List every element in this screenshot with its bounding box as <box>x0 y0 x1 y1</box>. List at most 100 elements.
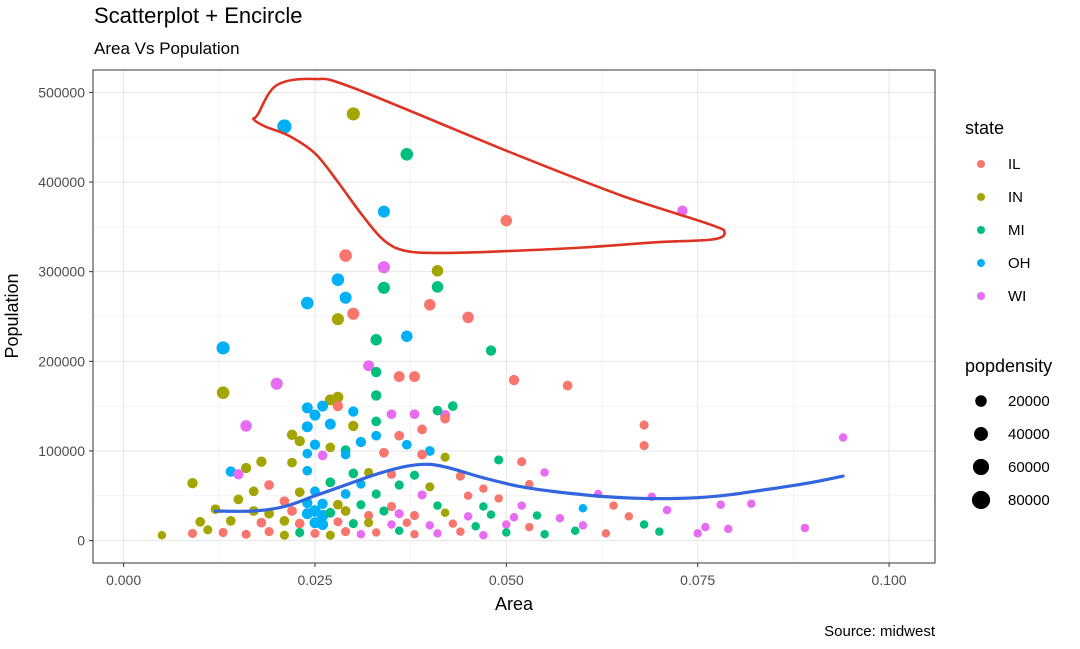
data-point <box>371 416 382 427</box>
data-point <box>433 501 442 510</box>
data-point <box>609 501 618 510</box>
data-point <box>655 527 664 536</box>
legend-size-key <box>975 395 987 407</box>
data-point <box>325 507 336 518</box>
data-point <box>379 506 389 516</box>
data-point <box>225 516 236 526</box>
legend-size-key <box>974 427 988 441</box>
data-point <box>301 421 313 433</box>
data-point <box>500 214 513 227</box>
legend-size-label: 60000 <box>1008 459 1050 476</box>
legend-size-label: 40000 <box>1008 426 1050 443</box>
legend: state IL IN MI OH WI popdensity 20000 40000 60… <box>965 118 1052 510</box>
data-point <box>502 520 511 529</box>
data-point <box>400 148 414 161</box>
data-point <box>394 480 404 490</box>
data-point <box>562 380 573 391</box>
data-point <box>479 530 488 540</box>
data-point <box>456 527 465 536</box>
data-point <box>325 442 336 453</box>
data-point <box>409 409 420 420</box>
data-point <box>386 501 397 512</box>
data-point <box>387 520 396 529</box>
data-point <box>578 521 588 530</box>
data-point <box>463 491 473 501</box>
data-point <box>838 433 848 442</box>
legend-size-key <box>971 490 991 510</box>
data-point <box>525 522 534 532</box>
data-point <box>448 519 458 528</box>
data-point <box>331 313 344 326</box>
data-point <box>431 281 444 293</box>
data-point <box>294 518 305 529</box>
y-axis-label: Population <box>2 273 22 358</box>
data-point <box>624 512 634 521</box>
data-point <box>348 468 359 479</box>
data-point <box>555 513 565 523</box>
smooth-line-layer <box>213 462 845 513</box>
smooth-line <box>213 462 845 513</box>
data-point <box>486 510 496 519</box>
legend-color-key <box>977 226 985 234</box>
data-point <box>309 439 321 450</box>
legend-size-label: 20000 <box>1008 393 1050 410</box>
points <box>157 107 848 540</box>
data-point <box>317 450 328 461</box>
data-point <box>317 498 328 509</box>
x-tick-label: 0.025 <box>297 572 332 588</box>
data-point <box>371 528 381 537</box>
data-point <box>341 527 351 537</box>
legend-state-label: OH <box>1008 255 1031 272</box>
data-point <box>377 205 390 218</box>
data-point <box>509 513 519 522</box>
data-point <box>233 469 244 480</box>
data-point <box>440 413 450 424</box>
data-point <box>424 299 436 311</box>
data-point <box>508 374 520 386</box>
data-point <box>256 517 267 528</box>
legend-size-key <box>972 458 990 476</box>
y-tick-label: 400000 <box>38 174 85 190</box>
data-point <box>310 528 320 538</box>
data-point <box>393 371 405 383</box>
data-point <box>639 420 649 430</box>
data-point <box>279 496 290 507</box>
legend-state-label: IN <box>1008 189 1023 206</box>
legend-state-label: IL <box>1008 156 1021 173</box>
legend-size-keys: 20000 40000 60000 80000 <box>971 393 1050 510</box>
data-point <box>241 529 251 539</box>
data-point <box>677 205 688 216</box>
data-point <box>270 377 283 390</box>
data-point <box>333 499 343 510</box>
data-point <box>578 504 588 513</box>
legend-size-title: popdensity <box>965 356 1052 376</box>
data-point <box>371 489 381 499</box>
legend-state-label: MI <box>1008 222 1025 239</box>
data-point <box>240 462 252 474</box>
data-point <box>494 455 504 465</box>
data-point <box>347 307 360 320</box>
data-point <box>440 452 450 462</box>
data-point <box>386 409 397 420</box>
data-point <box>302 465 313 476</box>
data-point <box>417 424 427 435</box>
legend-state-label: WI <box>1008 288 1026 305</box>
data-point <box>233 494 244 505</box>
data-point <box>440 508 450 518</box>
data-point <box>287 506 297 516</box>
data-point <box>187 478 198 489</box>
data-point <box>364 518 374 528</box>
data-point <box>264 480 274 490</box>
data-point <box>417 490 427 500</box>
data-point <box>295 527 305 538</box>
chart-subtitle: Area Vs Population <box>94 39 240 58</box>
data-point <box>462 311 474 324</box>
data-point <box>264 527 274 537</box>
data-point <box>425 482 435 492</box>
x-tick-label: 0.050 <box>489 572 524 588</box>
data-point <box>157 530 167 540</box>
x-tick-label: 0.000 <box>106 572 141 588</box>
data-point <box>431 265 444 277</box>
